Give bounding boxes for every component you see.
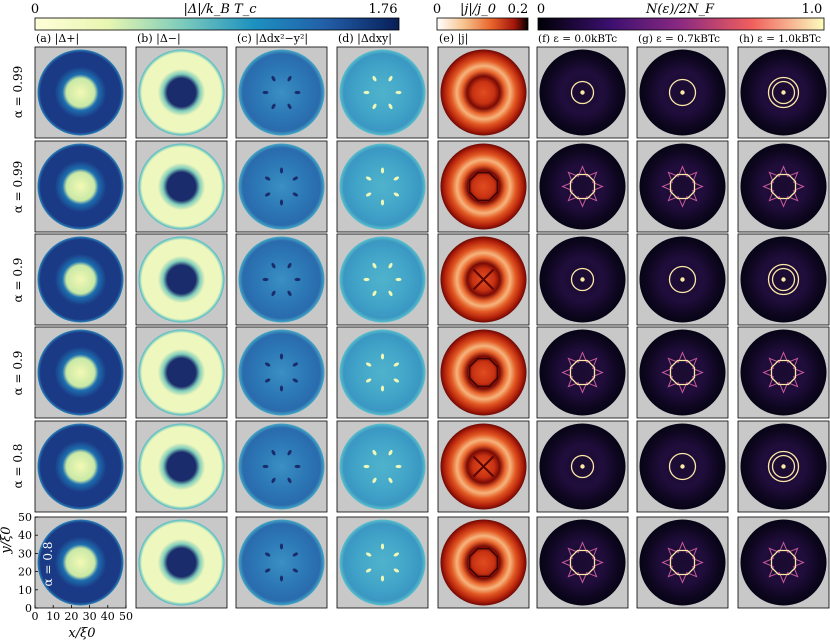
column-title-f: (f) ε = 0.0kBTc (538, 33, 617, 45)
column-title-a: (a) |Δ+| (36, 32, 79, 46)
colorbar-dos-min: 0 (537, 2, 545, 17)
panel-grid (34, 46, 830, 609)
x-tick-label: 30 (83, 610, 97, 623)
y-tick-label: 40 (18, 529, 32, 542)
panel-r1-h (737, 46, 830, 139)
colorbar-dos-label: N(ε)/2N_F (645, 2, 715, 17)
panel-r4-h (737, 326, 830, 419)
y-tick-label: 30 (18, 547, 32, 560)
panel-r6-f (536, 516, 629, 609)
colorbar-gap-bar (34, 17, 400, 31)
y-tick-label: 50 (18, 511, 32, 524)
y-tick-label: 10 (18, 584, 32, 597)
colorbar-gap-min: 0 (31, 2, 39, 17)
panel-r2-d (336, 140, 429, 233)
panel-r2-b (135, 140, 228, 233)
panel-r6-e (437, 516, 530, 609)
panel-r2-h (737, 140, 830, 233)
panel-r1-e (437, 46, 530, 139)
panel-r4-d (336, 326, 429, 419)
column-title-d: (d) |Δdxy| (338, 32, 392, 46)
panel-r1-d (336, 46, 429, 139)
panel-r1-g (636, 46, 729, 139)
panel-r1-c (235, 46, 328, 139)
x-tick-label: 50 (119, 610, 133, 623)
colorbar-dos: 0 N(ε)/2N_F 1.0 (537, 2, 825, 31)
panel-r6-h (737, 516, 830, 609)
row-label-1: α = 0.99 (11, 66, 25, 119)
panel-r4-b (135, 326, 228, 419)
y-tick-label: 20 (18, 566, 32, 579)
colorbar-current-max: 0.2 (508, 2, 529, 17)
panel-r2-c (235, 140, 328, 233)
row-labels: α = 0.99 α = 0.99 α = 0.9 α = 0.9 α = 0.… (11, 66, 25, 489)
panel-r5-e (437, 420, 530, 513)
y-tick-label: 0 (25, 602, 32, 615)
colorbar-dos-bar (537, 17, 825, 31)
panel-r3-f (536, 233, 629, 326)
panel-r5-h (737, 420, 830, 513)
panel-r1-b (135, 46, 228, 139)
panel-r3-a (34, 233, 127, 326)
column-title-b: (b) |Δ−| (137, 32, 181, 46)
panel-r6-a (34, 516, 127, 609)
x-tick-label: 20 (64, 610, 78, 623)
row-label-3: α = 0.9 (11, 258, 25, 303)
panel-r5-c (235, 420, 328, 513)
inset-label: α = 0.8 (41, 542, 55, 587)
panel-r4-c (235, 326, 328, 419)
panel-r2-f (536, 140, 629, 233)
colorbar-current-bar (436, 17, 529, 31)
panel-r6-b (135, 516, 228, 609)
colorbar-current-label: |j|/j_0 (460, 2, 496, 17)
row-label-4: α = 0.9 (11, 351, 25, 396)
panel-r4-g (636, 326, 729, 419)
column-title-c: (c) |Δdx²−y²| (237, 32, 308, 46)
panel-r3-c (235, 233, 328, 326)
panel-r2-e (437, 140, 530, 233)
colorbar-current-min: 0 (433, 2, 441, 17)
colorbar-current: 0 |j|/j_0 0.2 (433, 2, 529, 31)
colorbar-gap: 0 |Δ|/k_B T_c 1.76 (31, 2, 400, 31)
panel-r5-f (536, 420, 629, 513)
panel-r3-h (737, 233, 830, 326)
panel-r4-a (34, 326, 127, 419)
panel-r3-b (135, 233, 228, 326)
panel-r1-f (536, 46, 629, 139)
colorbar-dos-max: 1.0 (802, 2, 823, 17)
panel-r2-a (34, 140, 127, 233)
column-titles: (a) |Δ+| (b) |Δ−| (c) |Δdx²−y²| (d) |Δdx… (36, 32, 821, 46)
panel-r4-e (437, 326, 530, 419)
panel-r1-a (34, 46, 127, 139)
colorbar-gap-max: 1.76 (369, 2, 398, 17)
row-label-2: α = 0.99 (11, 161, 25, 214)
panel-r4-f (536, 326, 629, 419)
y-axis-label: y/ξ0 (0, 526, 14, 554)
panel-r3-g (636, 233, 729, 326)
x-tick-label: 0 (32, 610, 39, 623)
panel-r5-a (34, 420, 127, 513)
x-tick-label: 40 (101, 610, 115, 623)
panel-r6-g (636, 516, 729, 609)
column-title-g: (g) ε = 0.7kBTc (638, 33, 720, 45)
panel-r3-e (437, 233, 530, 326)
panel-r2-g (636, 140, 729, 233)
panel-r6-c (235, 516, 328, 609)
panel-r5-d (336, 420, 429, 513)
x-tick-label: 10 (46, 610, 60, 623)
panel-r6-d (336, 516, 429, 609)
x-axis-label: x/ξ0 (68, 626, 95, 641)
panel-r5-b (135, 420, 228, 513)
column-title-e: (e) |j| (439, 32, 468, 46)
panel-r5-g (636, 420, 729, 513)
column-title-h: (h) ε = 1.0kBTc (739, 33, 821, 45)
colorbar-gap-label: |Δ|/k_B T_c (183, 2, 257, 17)
panel-r3-d (336, 233, 429, 326)
row-label-5: α = 0.8 (11, 444, 25, 489)
